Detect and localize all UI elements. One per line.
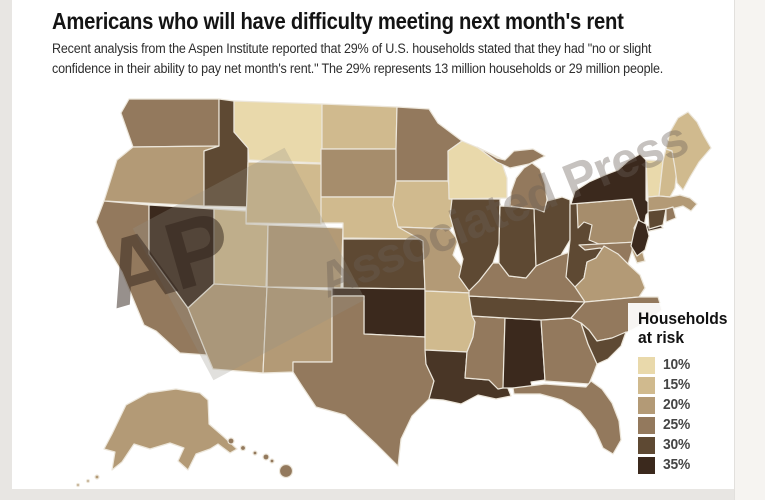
state-OR [103,145,220,207]
state-MI-upper-peninsula [476,146,546,169]
state-CO [266,224,344,289]
legend-swatch-30 [638,436,655,454]
legend-row: 15% [638,375,733,395]
state-ND [321,103,398,150]
state-MI [509,162,548,213]
graphic-subhead-line2: confidence in their ability to pay net m… [52,61,664,76]
state-HI-big-island [278,463,294,479]
state-CT [647,208,667,230]
legend-label-10: 10% [663,357,691,373]
legend-row: 10% [638,355,733,375]
graphic-headline: Americans who will have difficulty meeti… [52,8,624,34]
legend-label-30: 30% [663,437,691,453]
legend-swatch-20 [638,396,655,414]
legend-title-line1: Households [638,309,728,328]
legend-row: 35% [638,455,733,475]
legend-title: Households at risk [638,309,728,347]
legend-label-25: 25% [663,417,691,433]
state-KS [342,238,426,290]
legend-label-15: 15% [663,377,691,393]
legend-title-line2: at risk [638,328,685,347]
state-NJ [630,219,650,257]
state-RI [665,206,677,223]
legend-items: 10% 15% 20% 25% 30% 35% [638,355,733,475]
legend-row: 25% [638,415,733,435]
page-right-gutter [734,0,765,500]
state-IN [498,205,537,279]
state-HI-lanai [269,458,275,464]
state-SC [580,322,627,365]
legend-row: 30% [638,435,733,455]
state-HI-maui [262,453,270,461]
state-AK-aleutian-island [75,482,81,488]
state-AL [502,317,546,391]
legend-label-35: 35% [663,457,691,473]
state-NM [262,286,333,374]
state-AZ [187,283,268,374]
state-VA [574,245,646,303]
state-SD [320,148,408,198]
state-HI-kauai [227,437,235,445]
state-WA [120,98,220,148]
state-WI [447,140,508,200]
legend-swatch-15 [638,376,655,394]
state-AK-aleutian-island [85,478,91,484]
state-HI-oahu [239,444,247,452]
state-FL [512,380,622,455]
state-AK-aleutian-island [94,474,100,480]
legend-row: 20% [638,395,733,415]
map-legend: Households at risk 10% 15% 20% 25% 30% 3… [628,303,733,489]
graphic-subhead-line1: Recent analysis from the Aspen Institute… [52,41,652,56]
state-HI-molokai [252,450,258,456]
legend-swatch-25 [638,416,655,434]
state-AK [103,388,238,471]
state-TX [292,295,435,467]
legend-swatch-35 [638,456,655,474]
state-WY [245,161,323,225]
state-ME [665,111,712,191]
legend-swatch-10 [638,356,655,374]
legend-label-20: 20% [663,397,691,413]
